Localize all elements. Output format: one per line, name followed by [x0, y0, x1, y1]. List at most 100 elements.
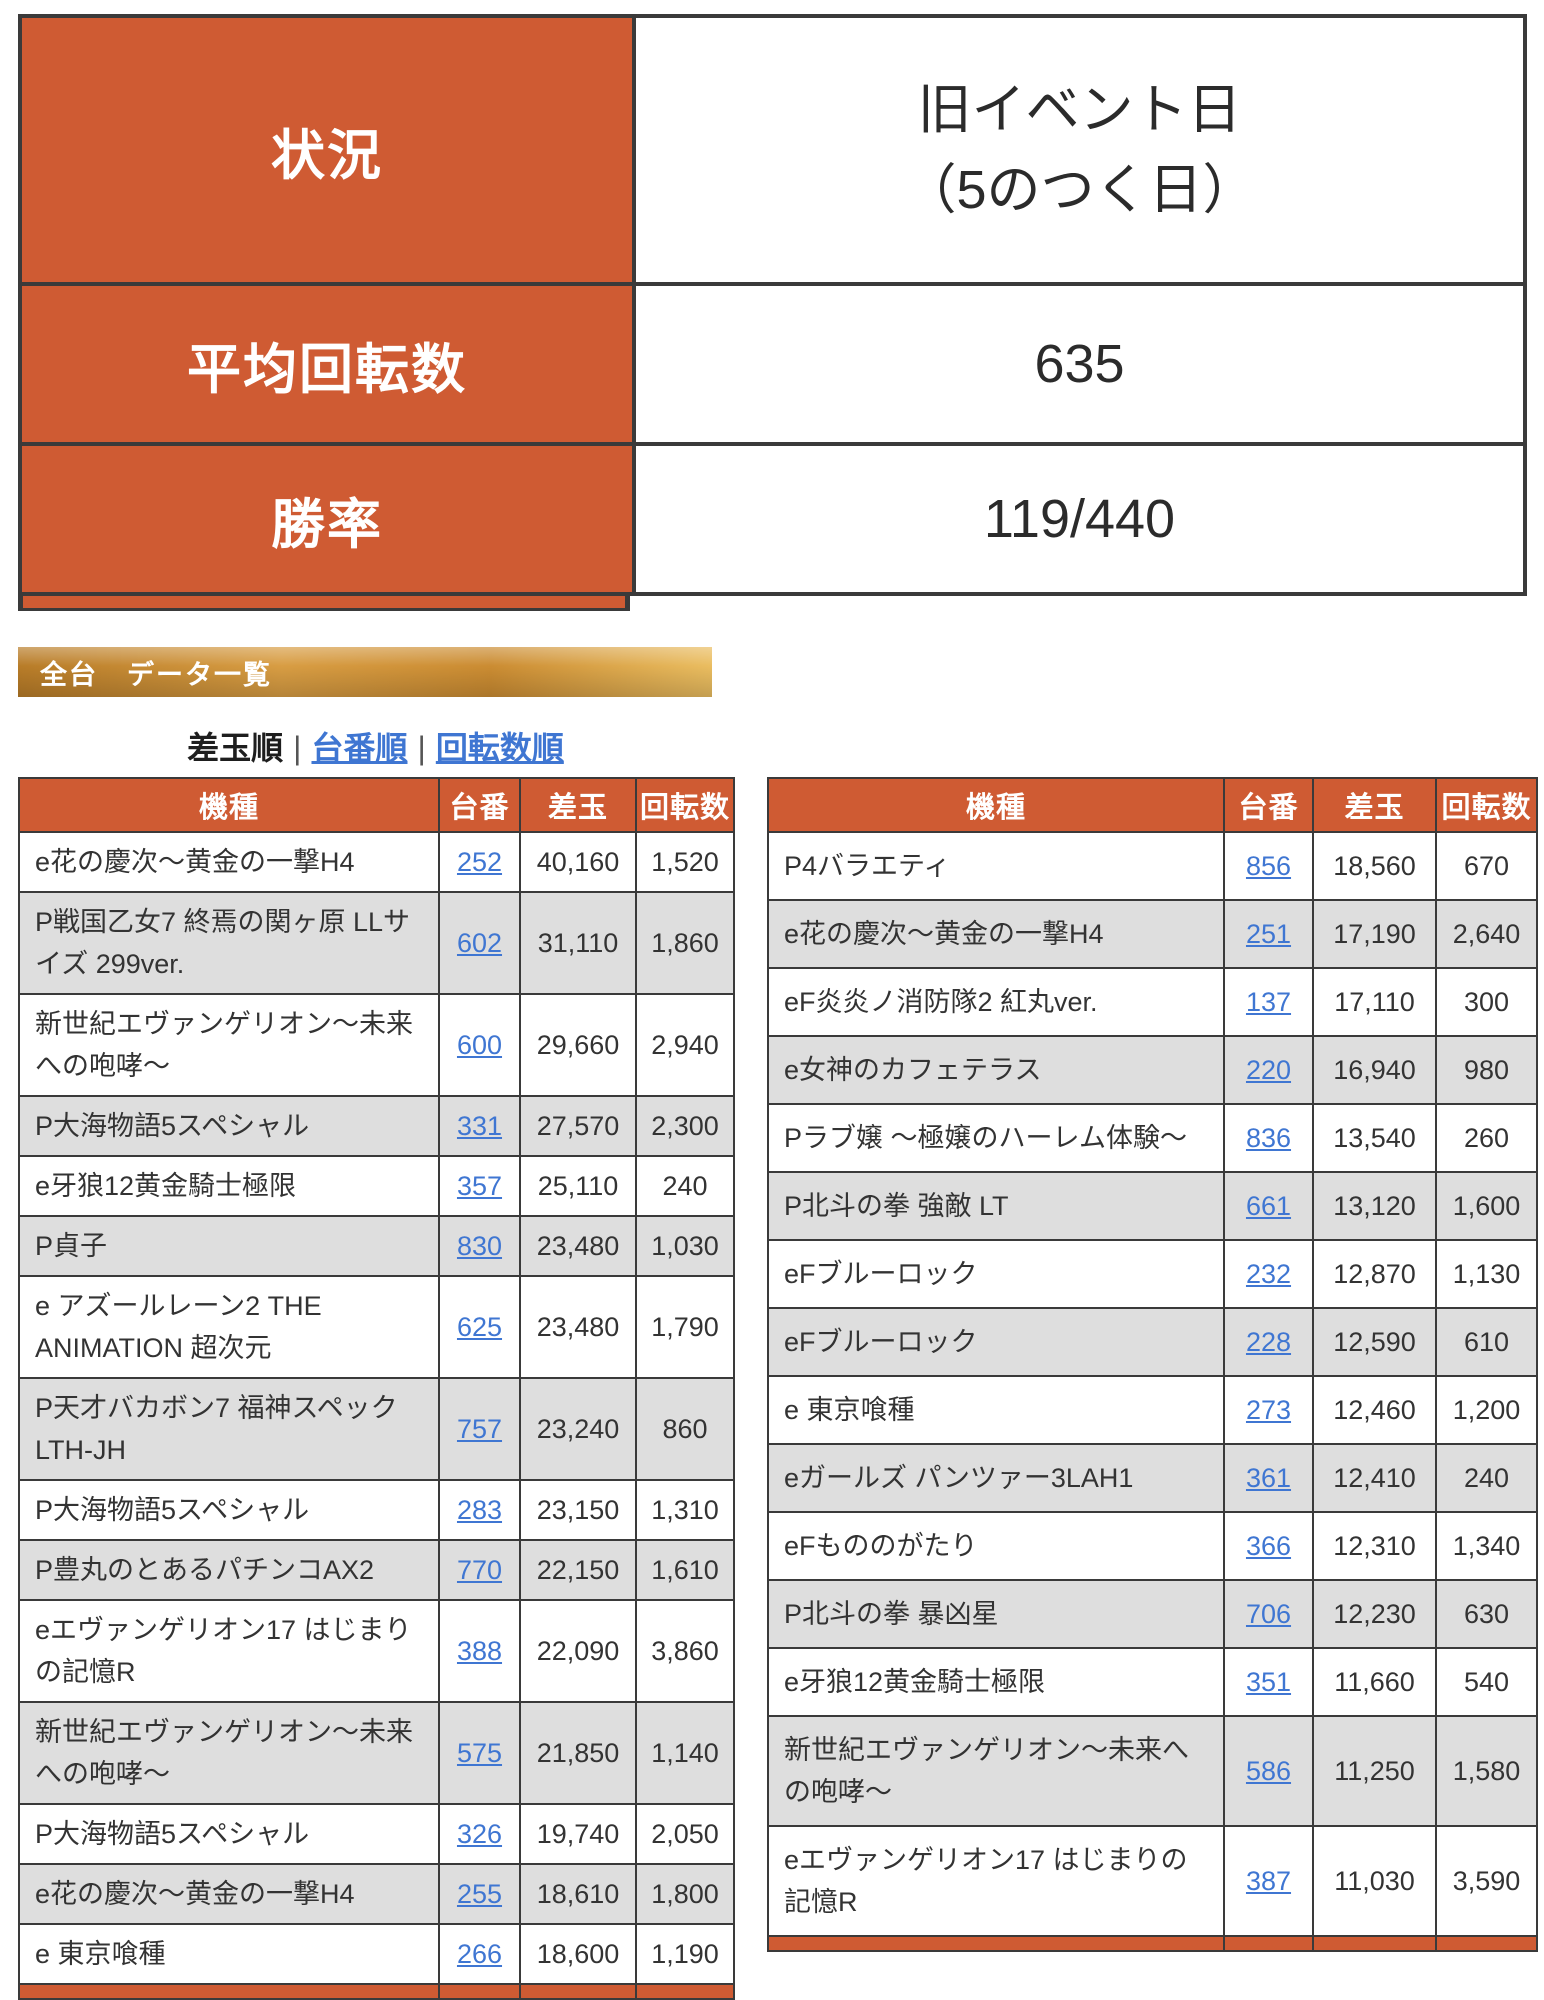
- unit-number-link[interactable]: 220: [1245, 1055, 1292, 1085]
- unit-number-link[interactable]: 331: [456, 1111, 503, 1141]
- unit-number-cell: 625: [438, 1275, 521, 1379]
- diff-balls-cell: 12,310: [1312, 1511, 1437, 1581]
- diff-balls-cell: 21,850: [519, 1701, 637, 1805]
- col-header-spin-count: 回転数: [1435, 777, 1538, 833]
- spins-cell: 3,860: [635, 1599, 735, 1703]
- unit-number-link[interactable]: 661: [1245, 1191, 1292, 1221]
- unit-number-link[interactable]: 252: [456, 847, 503, 877]
- unit-number-cell: 586: [1223, 1715, 1314, 1827]
- sort-link-unit-number[interactable]: 台番順: [311, 730, 408, 766]
- machine-name-cell: eFブルーロック: [767, 1239, 1225, 1309]
- spins-cell: 1,860: [635, 891, 735, 995]
- machine-name-cell: P大海物語5スペシャル: [18, 1095, 440, 1157]
- unit-number-cell: 251: [1223, 899, 1314, 969]
- machine-name-cell: P4バラエティ: [767, 831, 1225, 901]
- table-row: e花の慶次〜黄金の一撃H4 252 40,160 1,520: [18, 831, 735, 893]
- unit-number-cell: 255: [438, 1863, 521, 1925]
- unit-number-link[interactable]: 266: [456, 1939, 503, 1969]
- diff-balls-cell: 11,660: [1312, 1647, 1437, 1717]
- unit-number-link[interactable]: 602: [456, 928, 503, 958]
- machine-name-cell: Pラブ嬢 〜極嬢のハーレム体験〜: [767, 1103, 1225, 1173]
- machine-name-cell: P大海物語5スペシャル: [18, 1803, 440, 1865]
- table-header-row: 機種 台番 差玉 回転数: [18, 777, 735, 833]
- unit-number-link[interactable]: 228: [1245, 1327, 1292, 1357]
- diff-balls-cell: 12,870: [1312, 1239, 1437, 1309]
- machine-name-cell: P北斗の拳 強敵 LT: [767, 1171, 1225, 1241]
- table-header-row: 機種 台番 差玉 回転数: [767, 777, 1538, 833]
- unit-number-cell: 757: [438, 1377, 521, 1481]
- diff-balls-cell: 22,090: [519, 1599, 637, 1703]
- spins-cell: 2,050: [635, 1803, 735, 1865]
- unit-number-link[interactable]: 357: [456, 1171, 503, 1201]
- section-banner: 全台 データ一覧: [18, 647, 712, 697]
- unit-number-link[interactable]: 388: [456, 1636, 503, 1666]
- unit-number-link[interactable]: 387: [1245, 1866, 1292, 1896]
- unit-number-link[interactable]: 351: [1245, 1667, 1292, 1697]
- summary-value-status: 旧イベント日 （5のつく日）: [632, 14, 1527, 286]
- col-header-spin-count: 回転数: [635, 777, 735, 833]
- diff-balls-cell: 12,410: [1312, 1443, 1437, 1513]
- machine-name-cell: eガールズ パンツァー3LAH1: [767, 1443, 1225, 1513]
- spins-cell: 1,580: [1435, 1715, 1538, 1827]
- unit-number-link[interactable]: 586: [1245, 1756, 1292, 1786]
- unit-number-link[interactable]: 366: [1245, 1531, 1292, 1561]
- unit-number-link[interactable]: 255: [456, 1879, 503, 1909]
- unit-number-link[interactable]: 856: [1245, 851, 1292, 881]
- unit-number-link[interactable]: 273: [1245, 1395, 1292, 1425]
- unit-number-cell: 220: [1223, 1035, 1314, 1105]
- diff-balls-cell: 18,600: [519, 1923, 637, 1985]
- unit-number-link[interactable]: 600: [456, 1030, 503, 1060]
- machine-name-cell: P天才バカボン7 福神スペック LTH-JH: [18, 1377, 440, 1481]
- machine-data-table-left: 機種 台番 差玉 回転数 e花の慶次〜黄金の一撃H4 252 40,160 1,520…: [18, 777, 735, 2000]
- machine-name-cell: eFブルーロック: [767, 1307, 1225, 1377]
- sort-link-spin-count[interactable]: 回転数順: [435, 730, 564, 766]
- machine-name-cell: eFもののがたり: [767, 1511, 1225, 1581]
- machine-name-cell: e花の慶次〜黄金の一撃H4: [18, 1863, 440, 1925]
- machine-name-cell: P戦国乙女7 終焉の関ヶ原 LLサイズ 299ver.: [18, 891, 440, 995]
- unit-number-cell: 836: [1223, 1103, 1314, 1173]
- table-row: e牙狼12黄金騎士極限 351 11,660 540: [767, 1647, 1538, 1717]
- unit-number-link[interactable]: 326: [456, 1819, 503, 1849]
- diff-balls-cell: 12,230: [1312, 1579, 1437, 1649]
- unit-number-cell: 770: [438, 1539, 521, 1601]
- summary-row-status: 状況 旧イベント日 （5のつく日）: [18, 14, 1527, 286]
- unit-number-link[interactable]: 770: [456, 1555, 503, 1585]
- unit-number-cell: 228: [1223, 1307, 1314, 1377]
- machine-name-cell: P北斗の拳 暴凶星: [767, 1579, 1225, 1649]
- unit-number-cell: 232: [1223, 1239, 1314, 1309]
- unit-number-link[interactable]: 575: [456, 1738, 503, 1768]
- spins-cell: 1,130: [1435, 1239, 1538, 1309]
- col-header-diff-balls: 差玉: [1312, 777, 1437, 833]
- table-row: eエヴァンゲリオン17 はじまりの記憶R 387 11,030 3,590: [767, 1825, 1538, 1937]
- unit-number-cell: 137: [1223, 967, 1314, 1037]
- unit-number-cell: 361: [1223, 1443, 1314, 1513]
- cropped-cell: [1312, 1935, 1437, 1951]
- unit-number-link[interactable]: 625: [456, 1312, 503, 1342]
- cropped-cell: [1223, 1935, 1314, 1951]
- unit-number-link[interactable]: 836: [1245, 1123, 1292, 1153]
- unit-number-link[interactable]: 137: [1245, 987, 1292, 1017]
- unit-number-link[interactable]: 361: [1245, 1463, 1292, 1493]
- unit-number-link[interactable]: 251: [1245, 919, 1292, 949]
- diff-balls-cell: 12,460: [1312, 1375, 1437, 1445]
- unit-number-link[interactable]: 232: [1245, 1259, 1292, 1289]
- summary-table: 状況 旧イベント日 （5のつく日） 平均回転数 635 勝率 119/440: [18, 14, 1527, 596]
- spins-cell: 1,610: [635, 1539, 735, 1601]
- spins-cell: 1,200: [1435, 1375, 1538, 1445]
- col-header-model: 機種: [18, 777, 440, 833]
- diff-balls-cell: 25,110: [519, 1155, 637, 1217]
- spins-cell: 1,030: [635, 1215, 735, 1277]
- unit-number-link[interactable]: 830: [456, 1231, 503, 1261]
- unit-number-cell: 326: [438, 1803, 521, 1865]
- diff-balls-cell: 16,940: [1312, 1035, 1437, 1105]
- table-row: P天才バカボン7 福神スペック LTH-JH 757 23,240 860: [18, 1377, 735, 1481]
- table-row: eエヴァンゲリオン17 はじまりの記憶R 388 22,090 3,860: [18, 1599, 735, 1703]
- summary-value-win-rate: 119/440: [632, 442, 1527, 596]
- unit-number-link[interactable]: 283: [456, 1495, 503, 1525]
- diff-balls-cell: 23,150: [519, 1479, 637, 1541]
- machine-name-cell: 新世紀エヴァンゲリオン〜未来への咆哮〜: [18, 993, 440, 1097]
- unit-number-link[interactable]: 706: [1245, 1599, 1292, 1629]
- diff-balls-cell: 23,480: [519, 1215, 637, 1277]
- cropped-next-row: [18, 1983, 735, 1999]
- unit-number-link[interactable]: 757: [456, 1414, 503, 1444]
